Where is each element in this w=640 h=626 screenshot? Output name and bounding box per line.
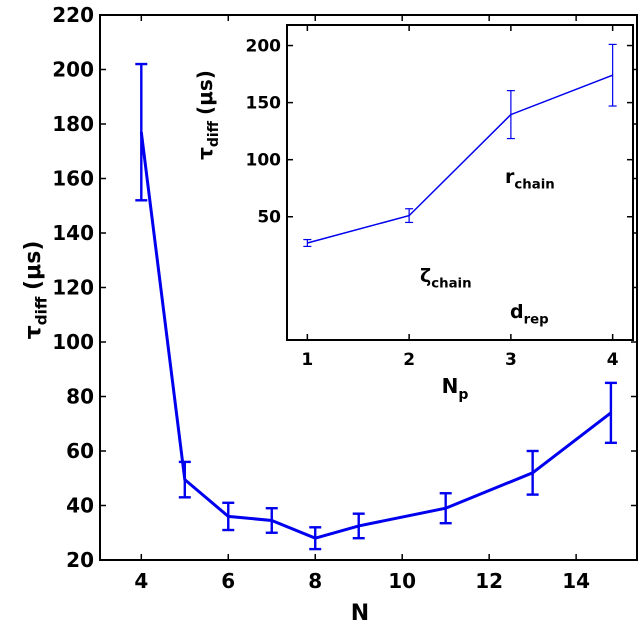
data-line [307, 74, 613, 244]
x-tick-label: 14 [562, 569, 590, 593]
x-tick-label: 12 [475, 569, 503, 593]
annotation-base: ζ [420, 265, 431, 287]
annotation-sub: chain [514, 178, 554, 193]
y-tick-label: 40 [66, 494, 94, 518]
x-tick-label: 10 [388, 569, 416, 593]
annotation: ζchain [420, 265, 472, 292]
x-axis-label-sub: p [458, 387, 468, 403]
x-axis-label-base: N [442, 374, 459, 398]
plot-frame [286, 24, 634, 341]
y-tick-label: 100 [52, 330, 94, 354]
x-tick-label: 3 [505, 350, 517, 370]
x-tick-label: 1 [301, 350, 313, 370]
annotation-base: d [510, 301, 524, 323]
y-axis-label-rest: (μs) [21, 241, 46, 290]
y-tick-label: 200 [246, 36, 282, 56]
y-tick-label: 100 [246, 151, 282, 171]
y-tick-label: 60 [66, 439, 94, 463]
annotation-sub: chain [431, 277, 471, 292]
annotation: drep [510, 301, 549, 328]
x-tick-label: 6 [221, 569, 235, 593]
y-tick-label: 80 [66, 385, 94, 409]
y-axis-label-base: τ [21, 325, 46, 339]
y-tick-label: 200 [52, 58, 94, 82]
y-axis-label-base: τ [193, 147, 217, 160]
annotation-sub: rep [524, 313, 549, 328]
y-tick-label: 20 [66, 548, 94, 572]
y-axis-label: τdiff (μs) [193, 70, 222, 160]
x-axis-label: Np [442, 374, 469, 403]
x-tick-label: 4 [134, 569, 148, 593]
annotation-base: r [505, 166, 515, 188]
y-tick-label: 120 [52, 276, 94, 300]
y-axis-label-sub: diff [33, 296, 51, 325]
y-tick-label: 140 [52, 221, 94, 245]
y-axis-label-sub: diff [206, 120, 222, 147]
x-tick-label: 8 [308, 569, 322, 593]
y-axis-label-rest: (μs) [193, 70, 217, 115]
y-tick-label: 180 [52, 112, 94, 136]
y-axis-label: τdiff (μs) [21, 241, 51, 340]
y-tick-label: 160 [52, 167, 94, 191]
annotation: rchain [505, 166, 555, 193]
x-tick-label: 2 [403, 350, 415, 370]
y-tick-label: 50 [257, 208, 281, 228]
x-axis-label: N [351, 601, 369, 626]
x-tick-label: 4 [607, 350, 619, 370]
y-tick-label: 220 [52, 3, 94, 27]
y-tick-label: 150 [246, 94, 282, 114]
